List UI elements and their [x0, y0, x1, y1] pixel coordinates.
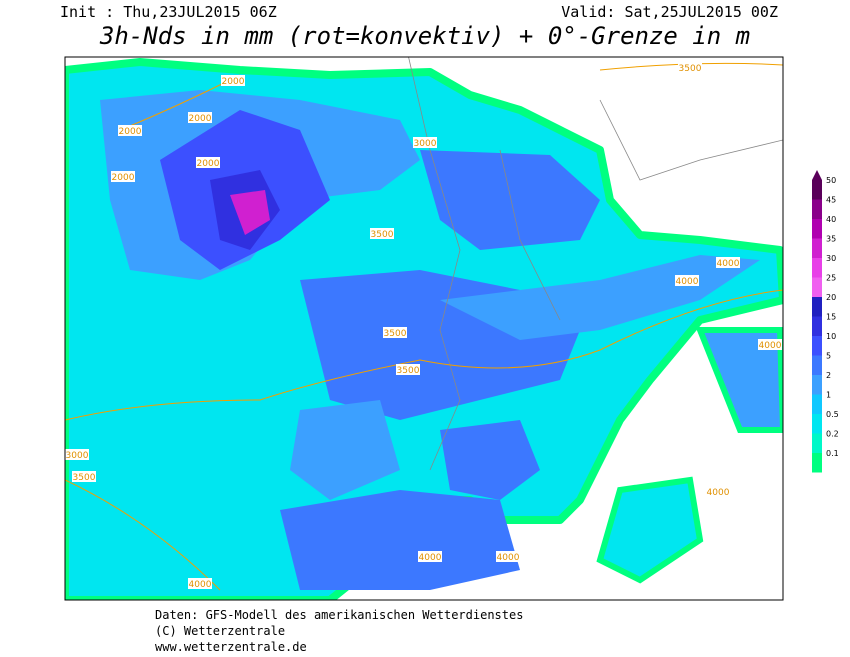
contour-label: 3000 [66, 451, 89, 461]
legend-swatch [812, 453, 822, 473]
contour-label: 2000 [222, 77, 245, 87]
legend-label: 1 [826, 391, 831, 400]
contour-label-bg [383, 327, 407, 338]
legend-swatch [812, 414, 822, 434]
contour-label: 4000 [759, 341, 782, 351]
contour-label-bg [188, 578, 212, 589]
legend: 50 45 40 35 30 25 20 15 10 5 2 1 0.5 0.2 0.1 [812, 170, 839, 473]
valid-time: Valid: Sat,25JUL2015 00Z [561, 3, 778, 21]
legend-label: 5 [826, 352, 831, 361]
contour-label: 3500 [397, 366, 420, 376]
contour-label: 3500 [371, 230, 394, 240]
map-frame [64, 56, 784, 601]
legend-swatch [812, 433, 822, 453]
contour-label: 2000 [119, 127, 142, 137]
contour-label: 2000 [197, 159, 220, 169]
contour-label: 3500 [679, 64, 702, 74]
contour-label-bg [370, 228, 394, 239]
contour-label: 4000 [419, 553, 442, 563]
legend-cap [812, 170, 822, 180]
contour-label-bg [72, 471, 96, 482]
legend-label: 0.2 [826, 430, 839, 439]
legend-label: 45 [826, 196, 836, 205]
contour-label: 4000 [676, 277, 699, 287]
legend-swatch [812, 199, 822, 219]
contour-label-bg [111, 171, 135, 182]
legend-swatch [812, 180, 822, 200]
contour-label: 4000 [707, 488, 730, 498]
contour-labels: 2000 2000 2000 2000 2000 3500 3000 3500 3500 3500… [65, 62, 782, 590]
footer-line: (C) Wetterzentrale [155, 624, 285, 638]
legend-label: 20 [826, 293, 836, 302]
legend-label: 15 [826, 313, 836, 322]
legend-label: 0.1 [826, 449, 839, 458]
legend-label: 50 [826, 176, 836, 185]
footer-line: www.wetterzentrale.de [155, 640, 307, 654]
contour-label-bg [678, 62, 702, 73]
map: 2000 2000 2000 2000 2000 3500 3000 3500 3500 3500… [65, 57, 783, 600]
legend-swatch [812, 258, 822, 278]
legend-label: 30 [826, 254, 836, 263]
legend-swatch [812, 336, 822, 356]
legend-swatch [812, 355, 822, 375]
legend-swatch [812, 375, 822, 395]
contour-label-bg [196, 157, 220, 168]
contour-label-bg [675, 275, 699, 286]
legend-label: 25 [826, 274, 836, 283]
contour-label: 4000 [717, 259, 740, 269]
contour-label-bg [221, 75, 245, 86]
legend-swatch [812, 316, 822, 336]
contour-label: 3500 [384, 329, 407, 339]
map-title: 3h-Nds in mm (rot=konvektiv) + 0°-Grenze… [99, 22, 750, 50]
footer-line: Daten: GFS-Modell des amerikanischen Wet… [155, 608, 523, 622]
contour-label-bg [758, 339, 782, 350]
legend-label: 10 [826, 332, 836, 341]
legend-label: 0.5 [826, 410, 839, 419]
legend-label: 35 [826, 235, 836, 244]
contour-label-bg [496, 551, 520, 562]
contour-label-bg [396, 364, 420, 375]
contour-label-bg [716, 257, 740, 268]
legend-swatch [812, 219, 822, 239]
init-time: Init : Thu,23JUL2015 06Z [60, 3, 277, 21]
contour-label: 2000 [112, 173, 135, 183]
contour-label-bg [418, 551, 442, 562]
contour-label-bg [706, 486, 730, 497]
contour-label: 2000 [189, 114, 212, 124]
contour-label: 3500 [73, 473, 96, 483]
contour-label: 3000 [414, 139, 437, 149]
contour-label: 4000 [189, 580, 212, 590]
legend-swatch [812, 238, 822, 258]
legend-label: 40 [826, 215, 836, 224]
contour-label-bg [188, 112, 212, 123]
legend-swatch [812, 394, 822, 414]
legend-swatch [812, 277, 822, 297]
contour-label-bg [65, 449, 89, 460]
contour-label-bg [118, 125, 142, 136]
contour-label-bg [413, 137, 437, 148]
legend-swatch [812, 297, 822, 317]
contour-label: 4000 [497, 553, 520, 563]
legend-label: 2 [826, 371, 831, 380]
